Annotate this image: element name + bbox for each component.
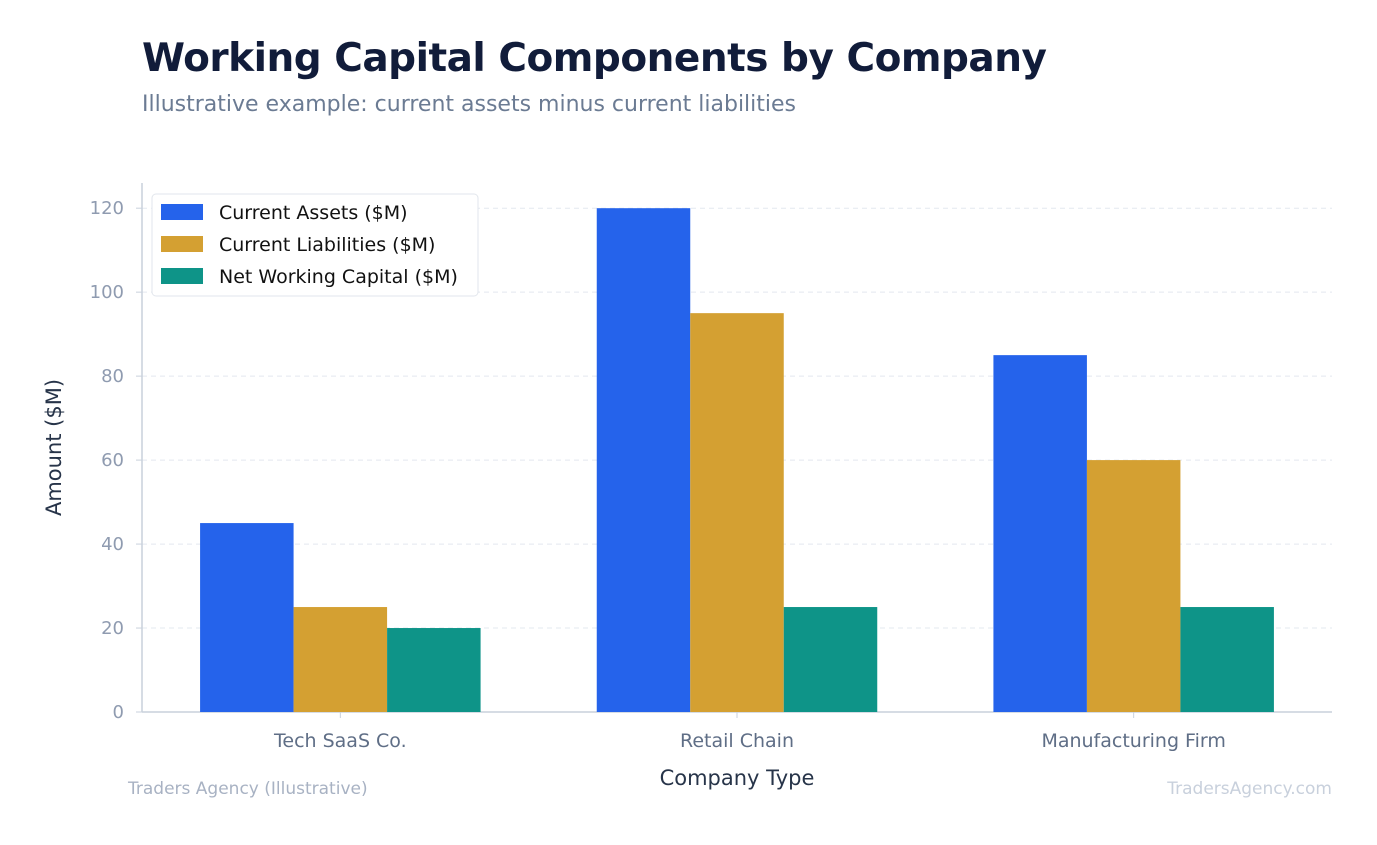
- x-tick-label: Retail Chain: [680, 730, 794, 752]
- bar-2-2: [690, 313, 784, 712]
- y-tick-label: 20: [101, 618, 124, 639]
- bar-3-1: [387, 628, 481, 712]
- y-axis-title: Amount ($M): [42, 379, 66, 516]
- bar-2-3: [1086, 460, 1181, 712]
- legend-swatch-3: [161, 268, 203, 284]
- y-tick-label: 40: [101, 534, 124, 555]
- y-tick-label: 0: [113, 702, 124, 723]
- bar-2-1: [293, 607, 388, 712]
- legend-label-3: Net Working Capital ($M): [219, 266, 458, 288]
- legend-box: [151, 193, 479, 297]
- y-tick-label: 80: [101, 366, 124, 387]
- footer-source: Traders Agency (Illustrative): [128, 779, 368, 799]
- footer-website: TradersAgency.com: [1167, 779, 1332, 799]
- chart-subtitle: Illustrative example: current assets min…: [142, 92, 797, 117]
- bar-1-3: [993, 355, 1087, 712]
- bar-3-3: [1180, 607, 1274, 712]
- legend-label-1: Current Assets ($M): [219, 202, 408, 224]
- bar-1-2: [596, 208, 691, 712]
- bar-1-1: [200, 523, 294, 712]
- y-tick-label: 100: [90, 282, 124, 303]
- y-tick-label: 120: [90, 198, 124, 219]
- x-tick-label: Tech SaaS Co.: [273, 730, 407, 752]
- legend-swatch-1: [161, 204, 203, 220]
- chart-title: Working Capital Components by Company: [142, 36, 1047, 81]
- x-tick-label: Manufacturing Firm: [1041, 730, 1225, 752]
- x-axis-title: Company Type: [660, 766, 815, 790]
- legend-label-2: Current Liabilities ($M): [219, 234, 435, 256]
- y-tick-label: 60: [101, 450, 124, 471]
- bar-3-2: [783, 607, 878, 712]
- legend-swatch-2: [161, 236, 203, 252]
